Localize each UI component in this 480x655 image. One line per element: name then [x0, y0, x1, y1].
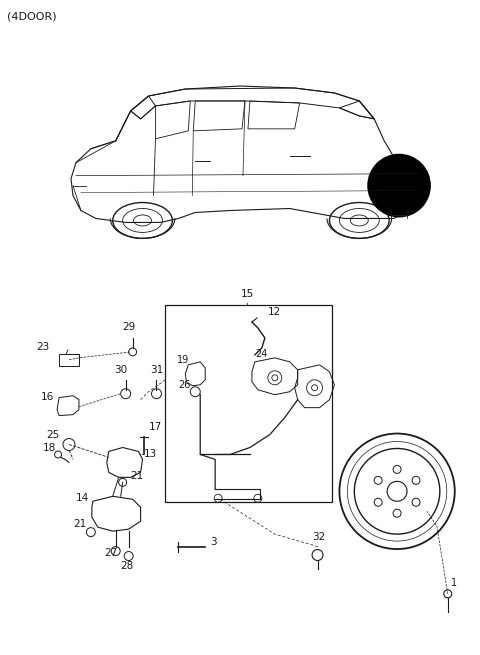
Text: 3: 3: [210, 537, 217, 547]
Text: 23: 23: [36, 342, 49, 352]
Text: 25: 25: [46, 430, 60, 440]
Text: 28: 28: [120, 561, 134, 571]
Circle shape: [367, 154, 431, 217]
Text: 13: 13: [144, 449, 157, 459]
Text: 29: 29: [123, 322, 136, 332]
Text: 16: 16: [41, 392, 54, 402]
Text: 26: 26: [179, 380, 191, 390]
Text: 21: 21: [73, 519, 86, 529]
Text: 30: 30: [114, 365, 127, 375]
Text: 19: 19: [178, 355, 190, 365]
Text: 18: 18: [43, 443, 56, 453]
Text: 15: 15: [240, 289, 253, 299]
Text: 27: 27: [104, 548, 117, 558]
Text: 24: 24: [255, 349, 267, 359]
Text: 1: 1: [451, 578, 457, 588]
Bar: [166, 305, 333, 502]
Text: 17: 17: [148, 422, 162, 432]
Text: 21: 21: [131, 472, 144, 481]
Text: 12: 12: [268, 307, 281, 317]
Text: 14: 14: [76, 493, 89, 503]
Text: 32: 32: [312, 532, 326, 542]
Text: (4DOOR): (4DOOR): [7, 11, 57, 22]
Text: 31: 31: [151, 365, 164, 375]
